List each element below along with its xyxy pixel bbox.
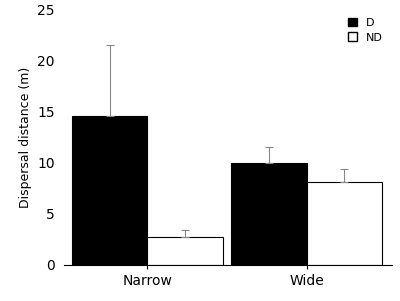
- Bar: [148, 237, 223, 265]
- Bar: [306, 182, 382, 265]
- Bar: [72, 116, 148, 265]
- Bar: [231, 163, 306, 265]
- Y-axis label: Dispersal distance (m): Dispersal distance (m): [19, 66, 32, 208]
- Legend: D, ND: D, ND: [345, 14, 386, 46]
